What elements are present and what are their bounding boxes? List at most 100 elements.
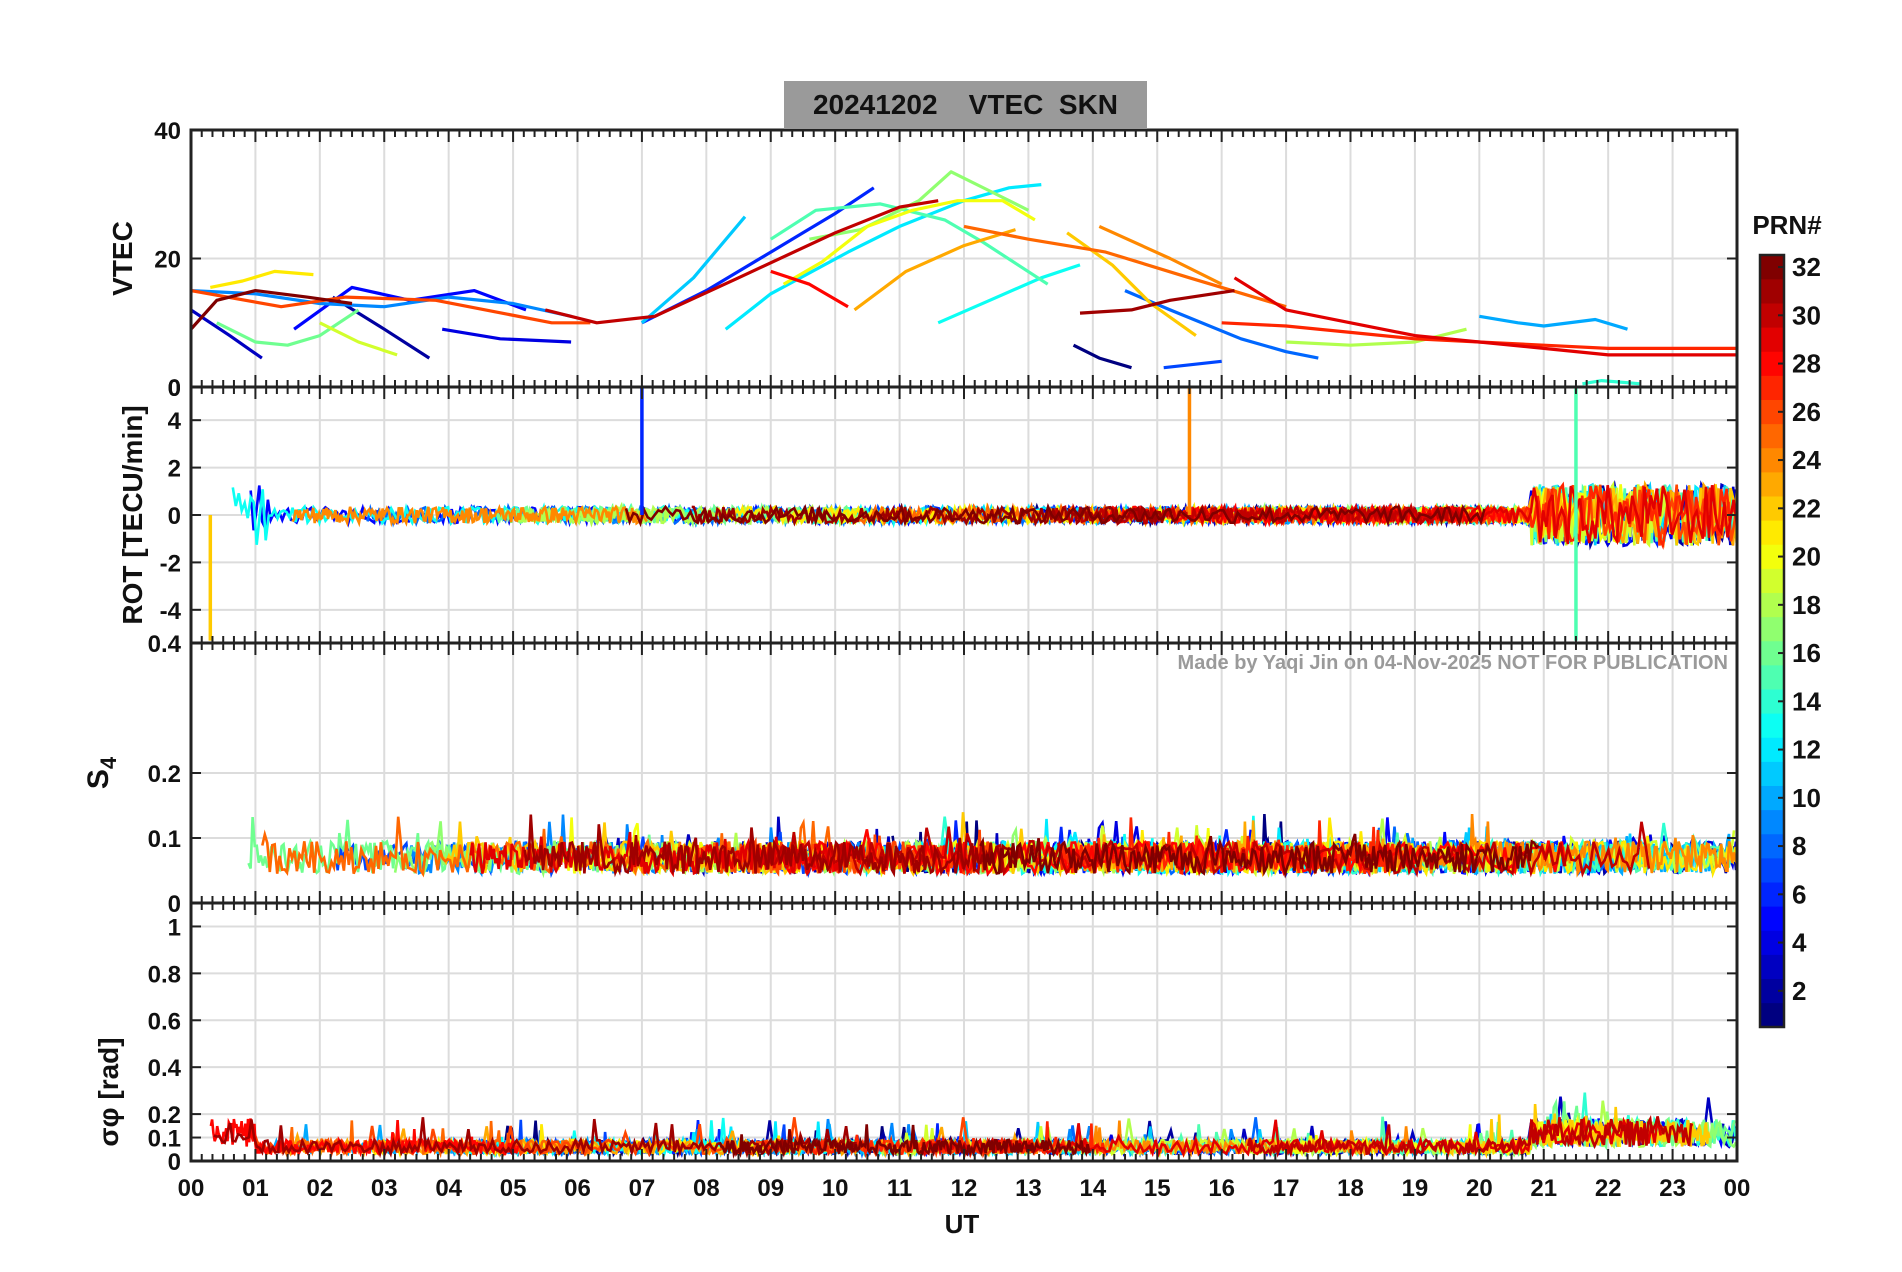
x-tick-label: 01 xyxy=(242,1175,269,1202)
series-prn-1 xyxy=(1072,343,1132,370)
series-prn-18 xyxy=(1286,327,1467,347)
series-prn-26 xyxy=(191,289,591,325)
colorbar-swatch xyxy=(1760,809,1784,835)
colorbar-tick-label: 4 xyxy=(1792,928,1807,958)
series-prn-23 xyxy=(1071,820,1405,878)
series-prn-31 xyxy=(691,503,1167,527)
x-tick-label: 15 xyxy=(1144,1175,1171,1202)
y-tick-label: 0.6 xyxy=(148,1008,181,1035)
y-tick-label: 0.2 xyxy=(148,761,181,788)
colorbar-swatch xyxy=(1760,713,1784,738)
colorbar-swatch xyxy=(1760,327,1784,352)
x-tick-label: 06 xyxy=(564,1175,591,1202)
colorbar-tick-label: 30 xyxy=(1792,300,1821,330)
x-tick-label: 16 xyxy=(1208,1175,1235,1202)
colorbar-swatch xyxy=(1760,375,1784,400)
colorbar-tick-label: 26 xyxy=(1792,397,1821,427)
series-group xyxy=(191,170,1737,386)
colorbar-tick-label: 22 xyxy=(1792,493,1821,523)
series-prn-32 xyxy=(979,833,1540,879)
series-prn-3 xyxy=(191,308,263,360)
x-tick-label: 02 xyxy=(306,1175,333,1202)
colorbar-swatch xyxy=(1760,568,1784,593)
series-group xyxy=(208,387,1737,641)
y-axis-label: ROT [TECU/min] xyxy=(117,405,148,624)
series-prn-30 xyxy=(1246,1114,1694,1158)
y-tick-label: 0 xyxy=(168,503,181,530)
panel-s4: 0 0.1 0.2 0.4 S4 xyxy=(82,631,1739,918)
series-prn-19 xyxy=(319,321,398,357)
series-prn-32 xyxy=(191,289,353,331)
y-tick-label: 20 xyxy=(154,247,181,274)
x-tick-label: 23 xyxy=(1659,1175,1686,1202)
series-prn-2 xyxy=(331,295,431,360)
colorbar-tick-label: 28 xyxy=(1792,349,1821,379)
colorbar-tick-label: 8 xyxy=(1792,831,1806,861)
x-tick-label: 13 xyxy=(1015,1175,1042,1202)
y-tick-label: 0 xyxy=(168,375,181,402)
y-tick-label: 0 xyxy=(168,375,181,402)
colorbar-swatch xyxy=(1760,906,1784,931)
x-tick-label: 18 xyxy=(1337,1175,1364,1202)
panel-rot: -4 -2 0 2 4 0 ROT [TECU/min] xyxy=(117,375,1739,645)
panel-vtec: 0 20 40 VTEC xyxy=(107,118,1739,402)
y-axis-label-subscript: 4 xyxy=(96,756,121,769)
y-tick-label: 0.1 xyxy=(148,826,181,853)
colorbar-tick-label: 18 xyxy=(1792,590,1821,620)
x-tick-label: 09 xyxy=(757,1175,784,1202)
colorbar-tick-label: 2 xyxy=(1792,976,1806,1006)
series-prn-22 xyxy=(1446,1104,1711,1159)
series-prn-24 xyxy=(1098,224,1223,286)
x-tick-label: 00 xyxy=(1724,1175,1751,1202)
series-prn-12 xyxy=(724,183,1042,331)
colorbar-tick-label: 24 xyxy=(1792,445,1821,475)
colorbar-tick-label: 14 xyxy=(1792,686,1821,716)
series-prn-32 xyxy=(718,1124,1091,1159)
x-tick-label: 07 xyxy=(629,1175,656,1202)
y-tick-label: 4 xyxy=(168,408,182,435)
series-prn-23 xyxy=(853,228,1016,312)
series-prn-20 xyxy=(782,199,1036,286)
series-prn-31 xyxy=(1079,289,1235,315)
series-prn-31 xyxy=(523,814,1021,878)
colorbar-swatch xyxy=(1760,520,1784,545)
x-tick-label: 03 xyxy=(371,1175,398,1202)
y-axis-label: S4 xyxy=(82,756,121,789)
y-tick-label: 0 xyxy=(168,891,181,918)
colorbar-label: PRN# xyxy=(1752,210,1822,240)
x-tick-label: 04 xyxy=(435,1175,462,1202)
y-tick-label: 0.1 xyxy=(148,1126,181,1153)
colorbar-swatch xyxy=(1760,857,1784,883)
ticks xyxy=(190,643,1738,904)
x-tick-label: 10 xyxy=(822,1175,849,1202)
colorbar-frame xyxy=(1758,253,1786,1029)
colorbar-tick-label: 16 xyxy=(1792,638,1821,668)
series-prn-28 xyxy=(770,269,849,309)
chart-title: 20241202 VTEC SKN xyxy=(784,81,1147,129)
series-prn-29 xyxy=(1233,276,1737,357)
y-tick-label: 0.4 xyxy=(148,1055,182,1082)
y-tick-label: 1 xyxy=(168,914,181,941)
grid xyxy=(191,129,1737,388)
series-prn-21 xyxy=(209,269,314,289)
x-tick-label: 05 xyxy=(500,1175,527,1202)
colorbar-tick-label: 20 xyxy=(1792,542,1821,572)
colorbar-tick-label: 32 xyxy=(1792,252,1821,282)
series-prn-10 xyxy=(1479,314,1628,331)
colorbar-swatch xyxy=(1760,954,1784,979)
x-tick-label: 20 xyxy=(1466,1175,1493,1202)
colorbar-swatch xyxy=(1760,664,1784,690)
x-tick-label: 22 xyxy=(1595,1175,1622,1202)
series-prn-30 xyxy=(1053,502,1463,527)
series-prn-16 xyxy=(216,308,360,347)
y-tick-label: 0.2 xyxy=(148,1102,181,1129)
colorbar-swatch xyxy=(1760,471,1784,497)
series-prn-7 xyxy=(1163,359,1222,370)
series-prn-5 xyxy=(293,285,527,331)
x-tick-label: 12 xyxy=(951,1175,978,1202)
x-tick-label: 00 xyxy=(178,1175,205,1202)
colorbar-swatch xyxy=(1760,616,1784,642)
series-prn-30 xyxy=(544,199,939,325)
series-prn-11 xyxy=(640,215,747,325)
